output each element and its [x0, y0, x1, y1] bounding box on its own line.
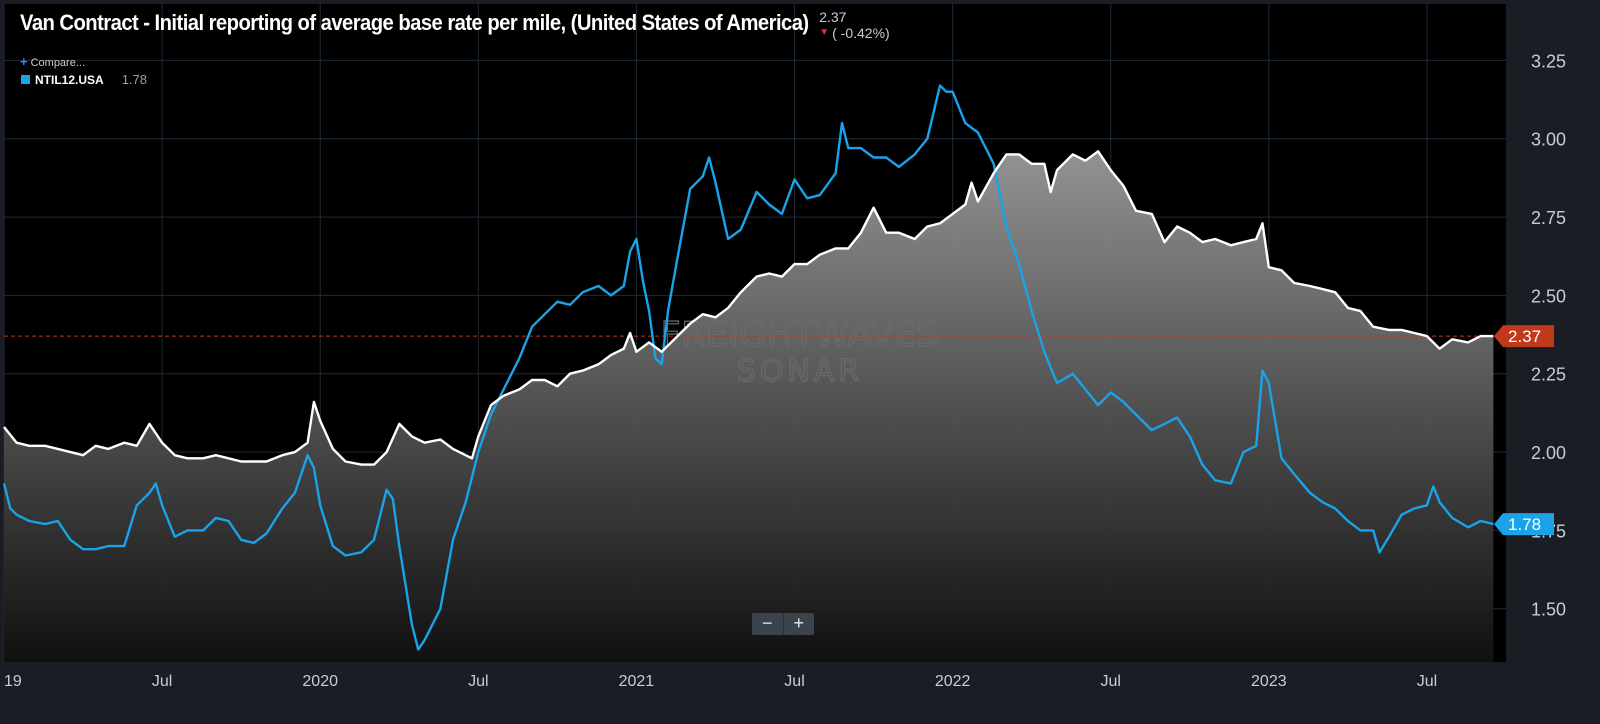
- compare-label: Compare...: [30, 57, 86, 69]
- y-tick-label: 1.50: [1531, 600, 1566, 620]
- series-name: NTIL12.USA: [35, 72, 104, 87]
- x-tick-label: 2022: [935, 673, 971, 690]
- series-lines: [2, 84, 1494, 651]
- x-tick-label: 2021: [619, 673, 655, 690]
- series-legend-item[interactable]: NTIL12.USA 1.78: [21, 72, 147, 87]
- change-row: ▼ ( -0.42%): [819, 25, 889, 41]
- zoom-controls: − +: [752, 613, 814, 635]
- series-line: [2, 84, 1494, 651]
- y-tick-label: 3.25: [1531, 51, 1566, 71]
- y-tick-label: 2.75: [1531, 208, 1566, 228]
- title-values: 2.37 ▼ ( -0.42%): [819, 9, 889, 41]
- last-value-badge: [1494, 325, 1554, 348]
- x-tick-label: 2020: [302, 673, 338, 690]
- x-tick-label: Jul: [1417, 673, 1437, 690]
- y-tick-label: 2.25: [1531, 365, 1566, 385]
- zoom-in-button[interactable]: +: [782, 613, 815, 635]
- down-arrow-icon: ▼: [819, 27, 830, 38]
- compare-button[interactable]: + Compare...: [20, 54, 85, 69]
- chart-header: Van Contract - Initial reporting of aver…: [20, 9, 890, 41]
- last-value-badges: 2.37 1.78: [1494, 325, 1554, 536]
- y-tick-label: 2.50: [1531, 286, 1566, 306]
- last-value-label: 2.37: [1508, 327, 1541, 346]
- y-tick-label: 3.00: [1531, 130, 1566, 150]
- current-value: 2.37: [819, 9, 847, 25]
- series-line: [3, 150, 1494, 466]
- zoom-out-button[interactable]: −: [761, 613, 773, 633]
- watermark-bottom: SONAR: [737, 354, 863, 389]
- x-axis: 19 Jul 2020 Jul 2021 Jul 2022 Jul 2023 Jul: [4, 673, 1437, 690]
- chart-title: Van Contract - Initial reporting of aver…: [20, 10, 809, 35]
- x-tick-label: Jul: [152, 673, 172, 690]
- change-percent: ( -0.42%): [832, 25, 890, 41]
- x-tick-label: Jul: [468, 673, 488, 690]
- last-value-label: 1.78: [1508, 515, 1541, 534]
- last-value-badge: [1494, 513, 1554, 536]
- plus-icon: +: [20, 54, 28, 69]
- y-tick-label: 2.00: [1531, 443, 1566, 463]
- x-tick-label: 2023: [1251, 673, 1287, 690]
- series-value: 1.78: [121, 72, 147, 87]
- series-color-swatch: [21, 75, 30, 84]
- watermark: FREIGHTWAVES SONAR: [660, 314, 940, 389]
- x-tick-label: 19: [4, 673, 22, 690]
- x-tick-label: Jul: [1101, 673, 1121, 690]
- watermark-top: FREIGHTWAVES: [661, 315, 940, 355]
- x-tick-label: Jul: [784, 673, 804, 690]
